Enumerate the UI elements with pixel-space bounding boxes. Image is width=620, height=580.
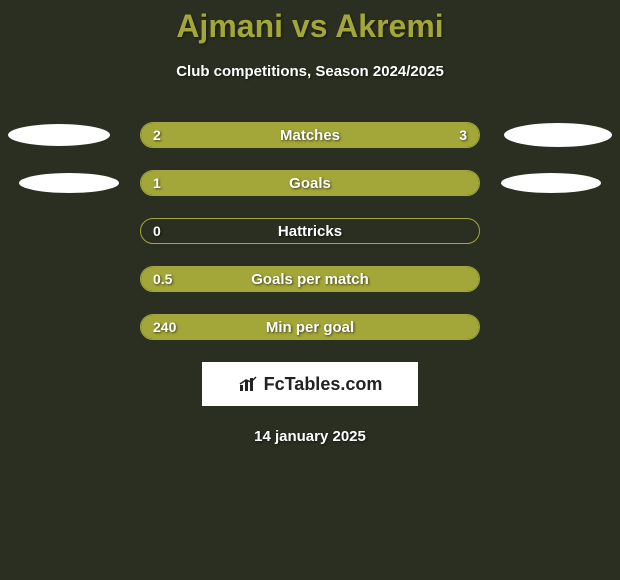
stat-label: Goals per match bbox=[141, 267, 479, 291]
stat-value-left: 1 bbox=[153, 171, 161, 195]
player-left-marker bbox=[19, 173, 119, 193]
logo-box[interactable]: FcTables.com bbox=[202, 362, 418, 406]
stat-bar: Goals1 bbox=[140, 170, 480, 196]
logo-text: FcTables.com bbox=[264, 374, 383, 395]
subtitle: Club competitions, Season 2024/2025 bbox=[0, 63, 620, 80]
date-label: 14 january 2025 bbox=[0, 428, 620, 445]
stat-bar: Min per goal240 bbox=[140, 314, 480, 340]
stat-value-left: 0.5 bbox=[153, 267, 172, 291]
stat-row: Matches2 3 bbox=[0, 122, 620, 148]
stat-row: Goals1 bbox=[0, 170, 620, 196]
page-title: Ajmani vs Akremi bbox=[0, 8, 620, 45]
player-right-marker bbox=[504, 123, 612, 147]
stat-label: Hattricks bbox=[141, 219, 479, 243]
comparison-container: Ajmani vs Akremi Club competitions, Seas… bbox=[0, 0, 620, 445]
stat-row: Min per goal240 bbox=[0, 314, 620, 340]
player-left-marker bbox=[8, 124, 110, 146]
chart-icon bbox=[238, 375, 260, 393]
stat-value-left: 240 bbox=[153, 315, 176, 339]
stat-value-right: 3 bbox=[459, 123, 467, 147]
stat-bar: Hattricks0 bbox=[140, 218, 480, 244]
stat-value-left: 2 bbox=[153, 123, 161, 147]
logo: FcTables.com bbox=[238, 374, 383, 395]
stat-label: Goals bbox=[141, 171, 479, 195]
stat-bar: Goals per match0.5 bbox=[140, 266, 480, 292]
stats-rows: Matches2 3 Goals1 Hattricks0 Goals per match… bbox=[0, 122, 620, 340]
stat-label: Min per goal bbox=[141, 315, 479, 339]
stat-value-left: 0 bbox=[153, 219, 161, 243]
stat-row: Goals per match0.5 bbox=[0, 266, 620, 292]
player-right-marker bbox=[501, 173, 601, 193]
stat-label: Matches bbox=[141, 123, 479, 147]
stat-bar: Matches2 3 bbox=[140, 122, 480, 148]
stat-row: Hattricks0 bbox=[0, 218, 620, 244]
